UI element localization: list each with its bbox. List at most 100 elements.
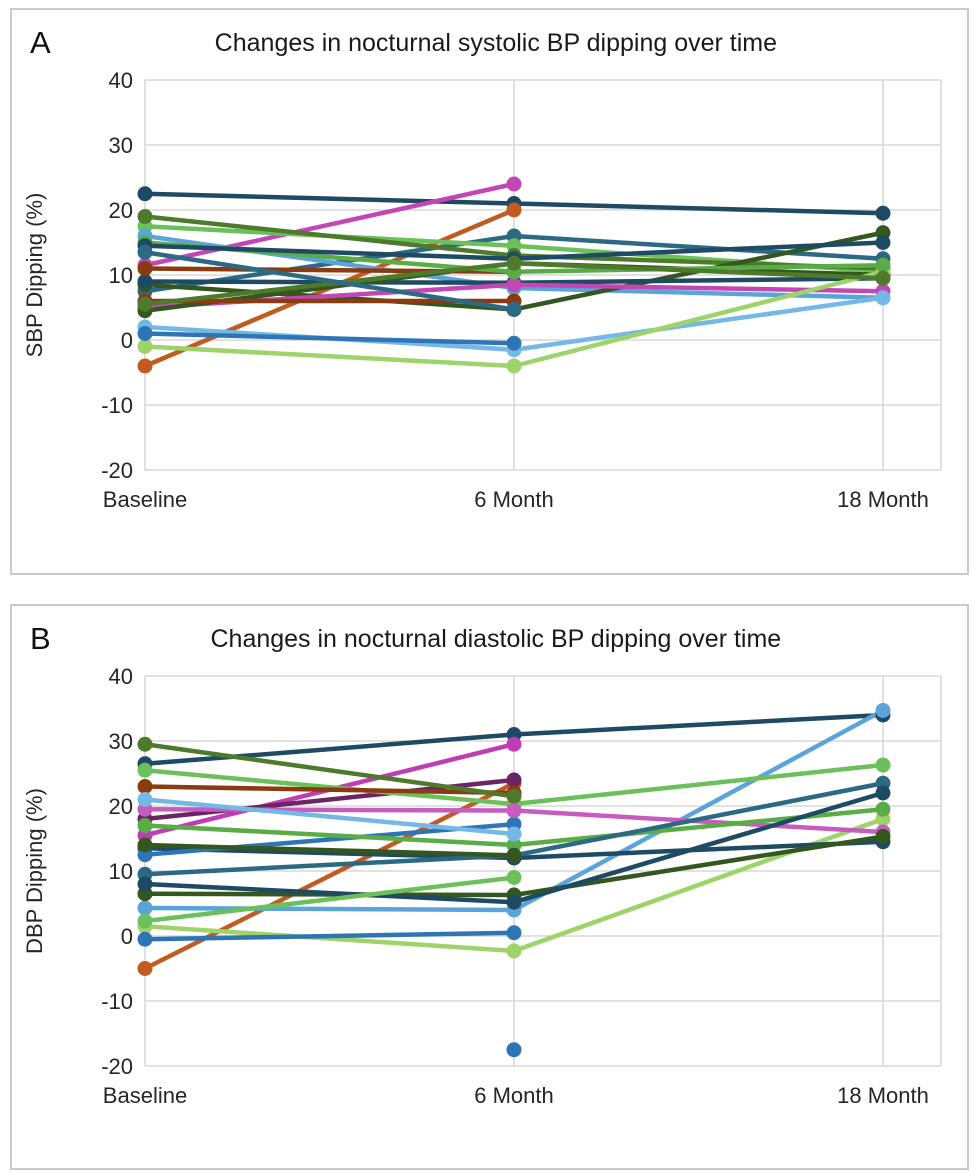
data-point bbox=[137, 296, 153, 312]
data-point bbox=[506, 925, 522, 941]
y-tick-label: 10 bbox=[109, 859, 133, 884]
series-line bbox=[511, 261, 886, 281]
systolic-chart-title: Changes in nocturnal systolic BP dipping… bbox=[214, 29, 778, 57]
y-tick-label: 30 bbox=[109, 133, 133, 158]
data-point bbox=[506, 788, 522, 804]
series-line bbox=[142, 881, 517, 905]
x-category-label: Baseline bbox=[103, 1083, 187, 1108]
panel-systolic: A Changes in nocturnal systolic BP dippi… bbox=[10, 8, 969, 575]
data-point bbox=[137, 358, 153, 374]
data-point bbox=[875, 829, 891, 845]
x-category-label: Baseline bbox=[103, 487, 187, 512]
series-line bbox=[511, 708, 886, 913]
series-line bbox=[511, 263, 886, 275]
panel-diastolic: B Changes in nocturnal diastolic BP dipp… bbox=[10, 604, 969, 1170]
data-point bbox=[137, 779, 153, 795]
y-tick-label: 0 bbox=[121, 924, 133, 949]
series-line bbox=[142, 905, 517, 913]
panel-b-label: B bbox=[30, 621, 51, 656]
x-category-label: 6 Month bbox=[474, 487, 554, 512]
data-points bbox=[137, 703, 891, 1058]
data-point bbox=[137, 186, 153, 202]
data-point bbox=[506, 894, 522, 910]
series-line bbox=[142, 924, 517, 954]
diastolic-line-chart: 40 30 20 10 0 -10 -20 Baseline 6 Month 18 Month DB… bbox=[12, 660, 967, 1123]
data-point bbox=[506, 302, 522, 318]
data-point bbox=[506, 255, 522, 271]
data-point bbox=[137, 818, 153, 834]
x-category-label: 6 Month bbox=[474, 1083, 554, 1108]
series-line bbox=[142, 181, 517, 268]
data-point bbox=[875, 205, 891, 221]
line-chart-svg: 40 30 20 10 0 -10 -20 Baseline 6 Month 18 Month SB… bbox=[22, 68, 942, 512]
series-line bbox=[142, 233, 517, 291]
series-line bbox=[511, 712, 886, 737]
series-line bbox=[142, 742, 517, 799]
data-point bbox=[506, 772, 522, 788]
data-point bbox=[875, 270, 891, 286]
x-category-label: 18 Month bbox=[837, 487, 929, 512]
series-line bbox=[142, 261, 517, 307]
series-line bbox=[511, 816, 886, 954]
data-point bbox=[875, 785, 891, 801]
y-tick-label: -10 bbox=[101, 989, 133, 1014]
x-category-label: 18 Month bbox=[837, 1083, 929, 1108]
series-line bbox=[511, 762, 886, 807]
series-line bbox=[142, 768, 517, 807]
series-line bbox=[142, 214, 517, 258]
panel-b-header: B Changes in nocturnal diastolic BP dipp… bbox=[12, 606, 967, 656]
y-tick-label: 10 bbox=[109, 263, 133, 288]
data-point bbox=[137, 261, 153, 277]
series-line bbox=[511, 781, 886, 858]
systolic-line-chart: 40 30 20 10 0 -10 -20 Baseline 6 Month 18 Month SB… bbox=[12, 64, 967, 527]
data-point bbox=[875, 235, 891, 251]
data-point bbox=[506, 1042, 522, 1058]
diastolic-chart-title: Changes in nocturnal diastolic BP dippin… bbox=[210, 625, 782, 653]
data-point bbox=[875, 801, 891, 817]
axis-labels: 40 30 20 10 0 -10 -20 Baseline 6 Month 18 Month DB… bbox=[22, 664, 929, 1108]
data-point bbox=[506, 837, 522, 853]
axis-labels: 40 30 20 10 0 -10 -20 Baseline 6 Month 18 Month SB… bbox=[22, 68, 929, 512]
series-line bbox=[142, 250, 517, 312]
data-point bbox=[137, 209, 153, 225]
series-line bbox=[511, 233, 886, 262]
series-line bbox=[142, 842, 517, 858]
y-tick-label: 20 bbox=[109, 198, 133, 223]
series-line bbox=[142, 243, 517, 262]
data-point bbox=[506, 847, 522, 863]
data-point bbox=[137, 913, 153, 929]
data-point bbox=[137, 274, 153, 290]
line-chart-svg: 40 30 20 10 0 -10 -20 Baseline 6 Month 18 Month DB… bbox=[22, 664, 942, 1108]
series-line bbox=[142, 797, 517, 837]
data-points bbox=[137, 176, 891, 374]
data-point bbox=[137, 792, 153, 808]
data-point bbox=[137, 326, 153, 342]
data-point bbox=[875, 257, 891, 273]
y-tick-label: -10 bbox=[101, 393, 133, 418]
series-line bbox=[142, 930, 517, 942]
data-point bbox=[137, 931, 153, 947]
series-line bbox=[142, 732, 517, 767]
data-point bbox=[137, 339, 153, 355]
data-point bbox=[137, 244, 153, 260]
y-tick-label: -20 bbox=[101, 458, 133, 483]
series-line bbox=[511, 790, 886, 905]
series-line bbox=[142, 875, 517, 924]
data-point bbox=[506, 736, 522, 752]
series-line bbox=[142, 344, 517, 369]
data-point bbox=[506, 335, 522, 351]
y-axis-title: SBP Dipping (%) bbox=[22, 193, 47, 358]
series-line bbox=[511, 201, 886, 216]
series-line bbox=[511, 285, 886, 301]
data-point bbox=[506, 277, 522, 293]
data-point bbox=[506, 826, 522, 842]
data-point bbox=[137, 736, 153, 752]
series-line bbox=[142, 807, 517, 813]
data-point bbox=[506, 202, 522, 218]
y-tick-label: 0 bbox=[121, 328, 133, 353]
data-point bbox=[875, 757, 891, 773]
series-line bbox=[511, 295, 886, 353]
data-point bbox=[137, 961, 153, 977]
y-axis-title: DBP Dipping (%) bbox=[22, 788, 47, 954]
data-point bbox=[137, 837, 153, 853]
